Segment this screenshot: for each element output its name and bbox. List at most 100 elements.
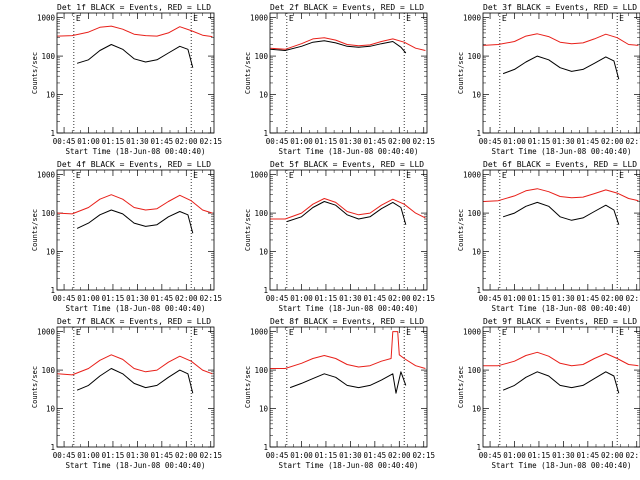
x-tick-label: 01:15 bbox=[528, 451, 551, 460]
y-axis-label: Counts/sec bbox=[244, 366, 252, 408]
x-tick-label: 00:45 bbox=[266, 294, 289, 303]
y-tick-label: 1 bbox=[476, 443, 481, 452]
x-tick-label: 01:00 bbox=[503, 294, 526, 303]
y-tick-label: 1 bbox=[476, 129, 481, 138]
x-tick-label: 01:45 bbox=[151, 294, 174, 303]
panel-det-2: Det 2f BLACK = Events, RED = LLD 1 10 100 10… bbox=[244, 3, 435, 156]
x-axis-label: Start Time (18-Jun-08 00:40:40) bbox=[492, 304, 632, 313]
event-marker-label: E bbox=[76, 171, 81, 180]
x-tick-label: 02:15 bbox=[625, 294, 640, 303]
y-tick-label: 100 bbox=[41, 366, 55, 375]
y-axis-label: Counts/sec bbox=[457, 366, 465, 408]
x-tick-label: 00:45 bbox=[266, 451, 289, 460]
x-tick-label: 01:45 bbox=[364, 451, 387, 460]
event-marker-label: E bbox=[406, 14, 411, 23]
panel-det-9: Det 9f BLACK = Events, RED = LLD 1 10 100 10… bbox=[457, 317, 640, 470]
y-axis-label: Counts/sec bbox=[31, 209, 39, 251]
x-tick-label: 01:15 bbox=[102, 451, 125, 460]
y-axis-label: Counts/sec bbox=[457, 52, 465, 94]
panel-title: Det 5f BLACK = Events, RED = LLD bbox=[270, 160, 424, 169]
event-marker-label: E bbox=[76, 328, 81, 337]
x-tick-label: 00:45 bbox=[53, 451, 76, 460]
y-tick-label: 1000 bbox=[250, 328, 269, 337]
series-line-lld bbox=[483, 33, 639, 46]
x-tick-label: 00:45 bbox=[479, 137, 502, 146]
series-line-lld bbox=[483, 188, 639, 202]
series-line-events bbox=[502, 55, 620, 80]
x-tick-label: 00:45 bbox=[479, 294, 502, 303]
y-tick-label: 10 bbox=[472, 248, 482, 257]
y-axis-label: Counts/sec bbox=[244, 209, 252, 251]
y-tick-label: 1 bbox=[263, 286, 268, 295]
y-tick-label: 1000 bbox=[463, 14, 482, 23]
x-tick-label: 00:45 bbox=[53, 294, 76, 303]
y-tick-label: 1000 bbox=[37, 171, 56, 180]
plot-frame bbox=[269, 326, 428, 448]
plot-frame bbox=[56, 169, 215, 291]
x-tick-label: 01:15 bbox=[528, 137, 551, 146]
x-tick-label: 02:15 bbox=[412, 294, 435, 303]
y-axis-label: Counts/sec bbox=[457, 209, 465, 251]
x-tick-label: 02:15 bbox=[625, 451, 640, 460]
x-tick-label: 01:30 bbox=[339, 137, 362, 146]
x-tick-label: 01:15 bbox=[315, 137, 338, 146]
panel-det-6: Det 6f BLACK = Events, RED = LLD 1 10 100 10… bbox=[457, 160, 640, 313]
panel-title: Det 6f BLACK = Events, RED = LLD bbox=[483, 160, 637, 169]
series-line-events bbox=[502, 201, 620, 225]
panel-det-3: Det 3f BLACK = Events, RED = LLD 1 10 100 10… bbox=[457, 3, 640, 156]
series-line-lld bbox=[270, 331, 426, 369]
panel-det-8: Det 8f BLACK = Events, RED = LLD 1 10 100 10… bbox=[244, 317, 435, 470]
plot-frame bbox=[269, 12, 428, 134]
y-tick-label: 100 bbox=[467, 366, 481, 375]
y-tick-label: 1 bbox=[50, 286, 55, 295]
x-tick-label: 01:30 bbox=[339, 451, 362, 460]
event-marker-label: E bbox=[619, 328, 624, 337]
x-tick-label: 01:15 bbox=[315, 294, 338, 303]
y-tick-label: 1000 bbox=[250, 14, 269, 23]
y-tick-label: 10 bbox=[259, 91, 269, 100]
x-tick-label: 01:00 bbox=[290, 294, 313, 303]
x-tick-label: 01:45 bbox=[577, 294, 600, 303]
series-line-lld bbox=[270, 198, 426, 220]
panel-title: Det 4f BLACK = Events, RED = LLD bbox=[57, 160, 211, 169]
x-tick-label: 01:30 bbox=[552, 137, 575, 146]
series-line-events bbox=[76, 368, 194, 394]
x-tick-label: 01:30 bbox=[126, 137, 149, 146]
x-tick-label: 01:00 bbox=[503, 451, 526, 460]
x-axis-label: Start Time (18-Jun-08 00:40:40) bbox=[492, 147, 632, 156]
x-tick-label: 02:00 bbox=[175, 451, 198, 460]
y-tick-label: 100 bbox=[467, 209, 481, 218]
y-axis-label: Counts/sec bbox=[31, 52, 39, 94]
y-tick-label: 10 bbox=[46, 405, 56, 414]
series-line-events bbox=[270, 40, 407, 54]
plot-frame bbox=[482, 326, 640, 448]
y-tick-label: 1000 bbox=[463, 171, 482, 180]
x-tick-label: 01:45 bbox=[577, 451, 600, 460]
y-tick-label: 10 bbox=[472, 405, 482, 414]
x-tick-label: 02:15 bbox=[412, 451, 435, 460]
panel-title: Det 9f BLACK = Events, RED = LLD bbox=[483, 317, 637, 326]
x-tick-label: 01:00 bbox=[77, 137, 100, 146]
x-tick-label: 01:45 bbox=[151, 451, 174, 460]
x-tick-label: 02:00 bbox=[388, 294, 411, 303]
plot-frame bbox=[482, 12, 640, 134]
x-tick-label: 02:00 bbox=[601, 294, 624, 303]
event-marker-label: E bbox=[76, 14, 81, 23]
x-tick-label: 02:00 bbox=[388, 137, 411, 146]
series-line-lld bbox=[57, 25, 213, 38]
x-tick-label: 02:00 bbox=[175, 137, 198, 146]
panel-det-1: Det 1f BLACK = Events, RED = LLD 1 10 100 10… bbox=[31, 3, 222, 156]
event-marker-label: E bbox=[406, 171, 411, 180]
x-tick-label: 00:45 bbox=[479, 451, 502, 460]
event-marker-label: E bbox=[289, 14, 294, 23]
x-tick-label: 00:45 bbox=[53, 137, 76, 146]
plot-frame bbox=[56, 12, 215, 134]
y-tick-label: 100 bbox=[41, 52, 55, 61]
series-line-events bbox=[286, 201, 407, 225]
y-axis-label: Counts/sec bbox=[31, 366, 39, 408]
panel-title: Det 2f BLACK = Events, RED = LLD bbox=[270, 3, 424, 12]
x-tick-label: 01:00 bbox=[290, 451, 313, 460]
x-tick-label: 02:00 bbox=[175, 294, 198, 303]
x-tick-label: 02:15 bbox=[199, 294, 222, 303]
event-marker-label: E bbox=[193, 328, 198, 337]
